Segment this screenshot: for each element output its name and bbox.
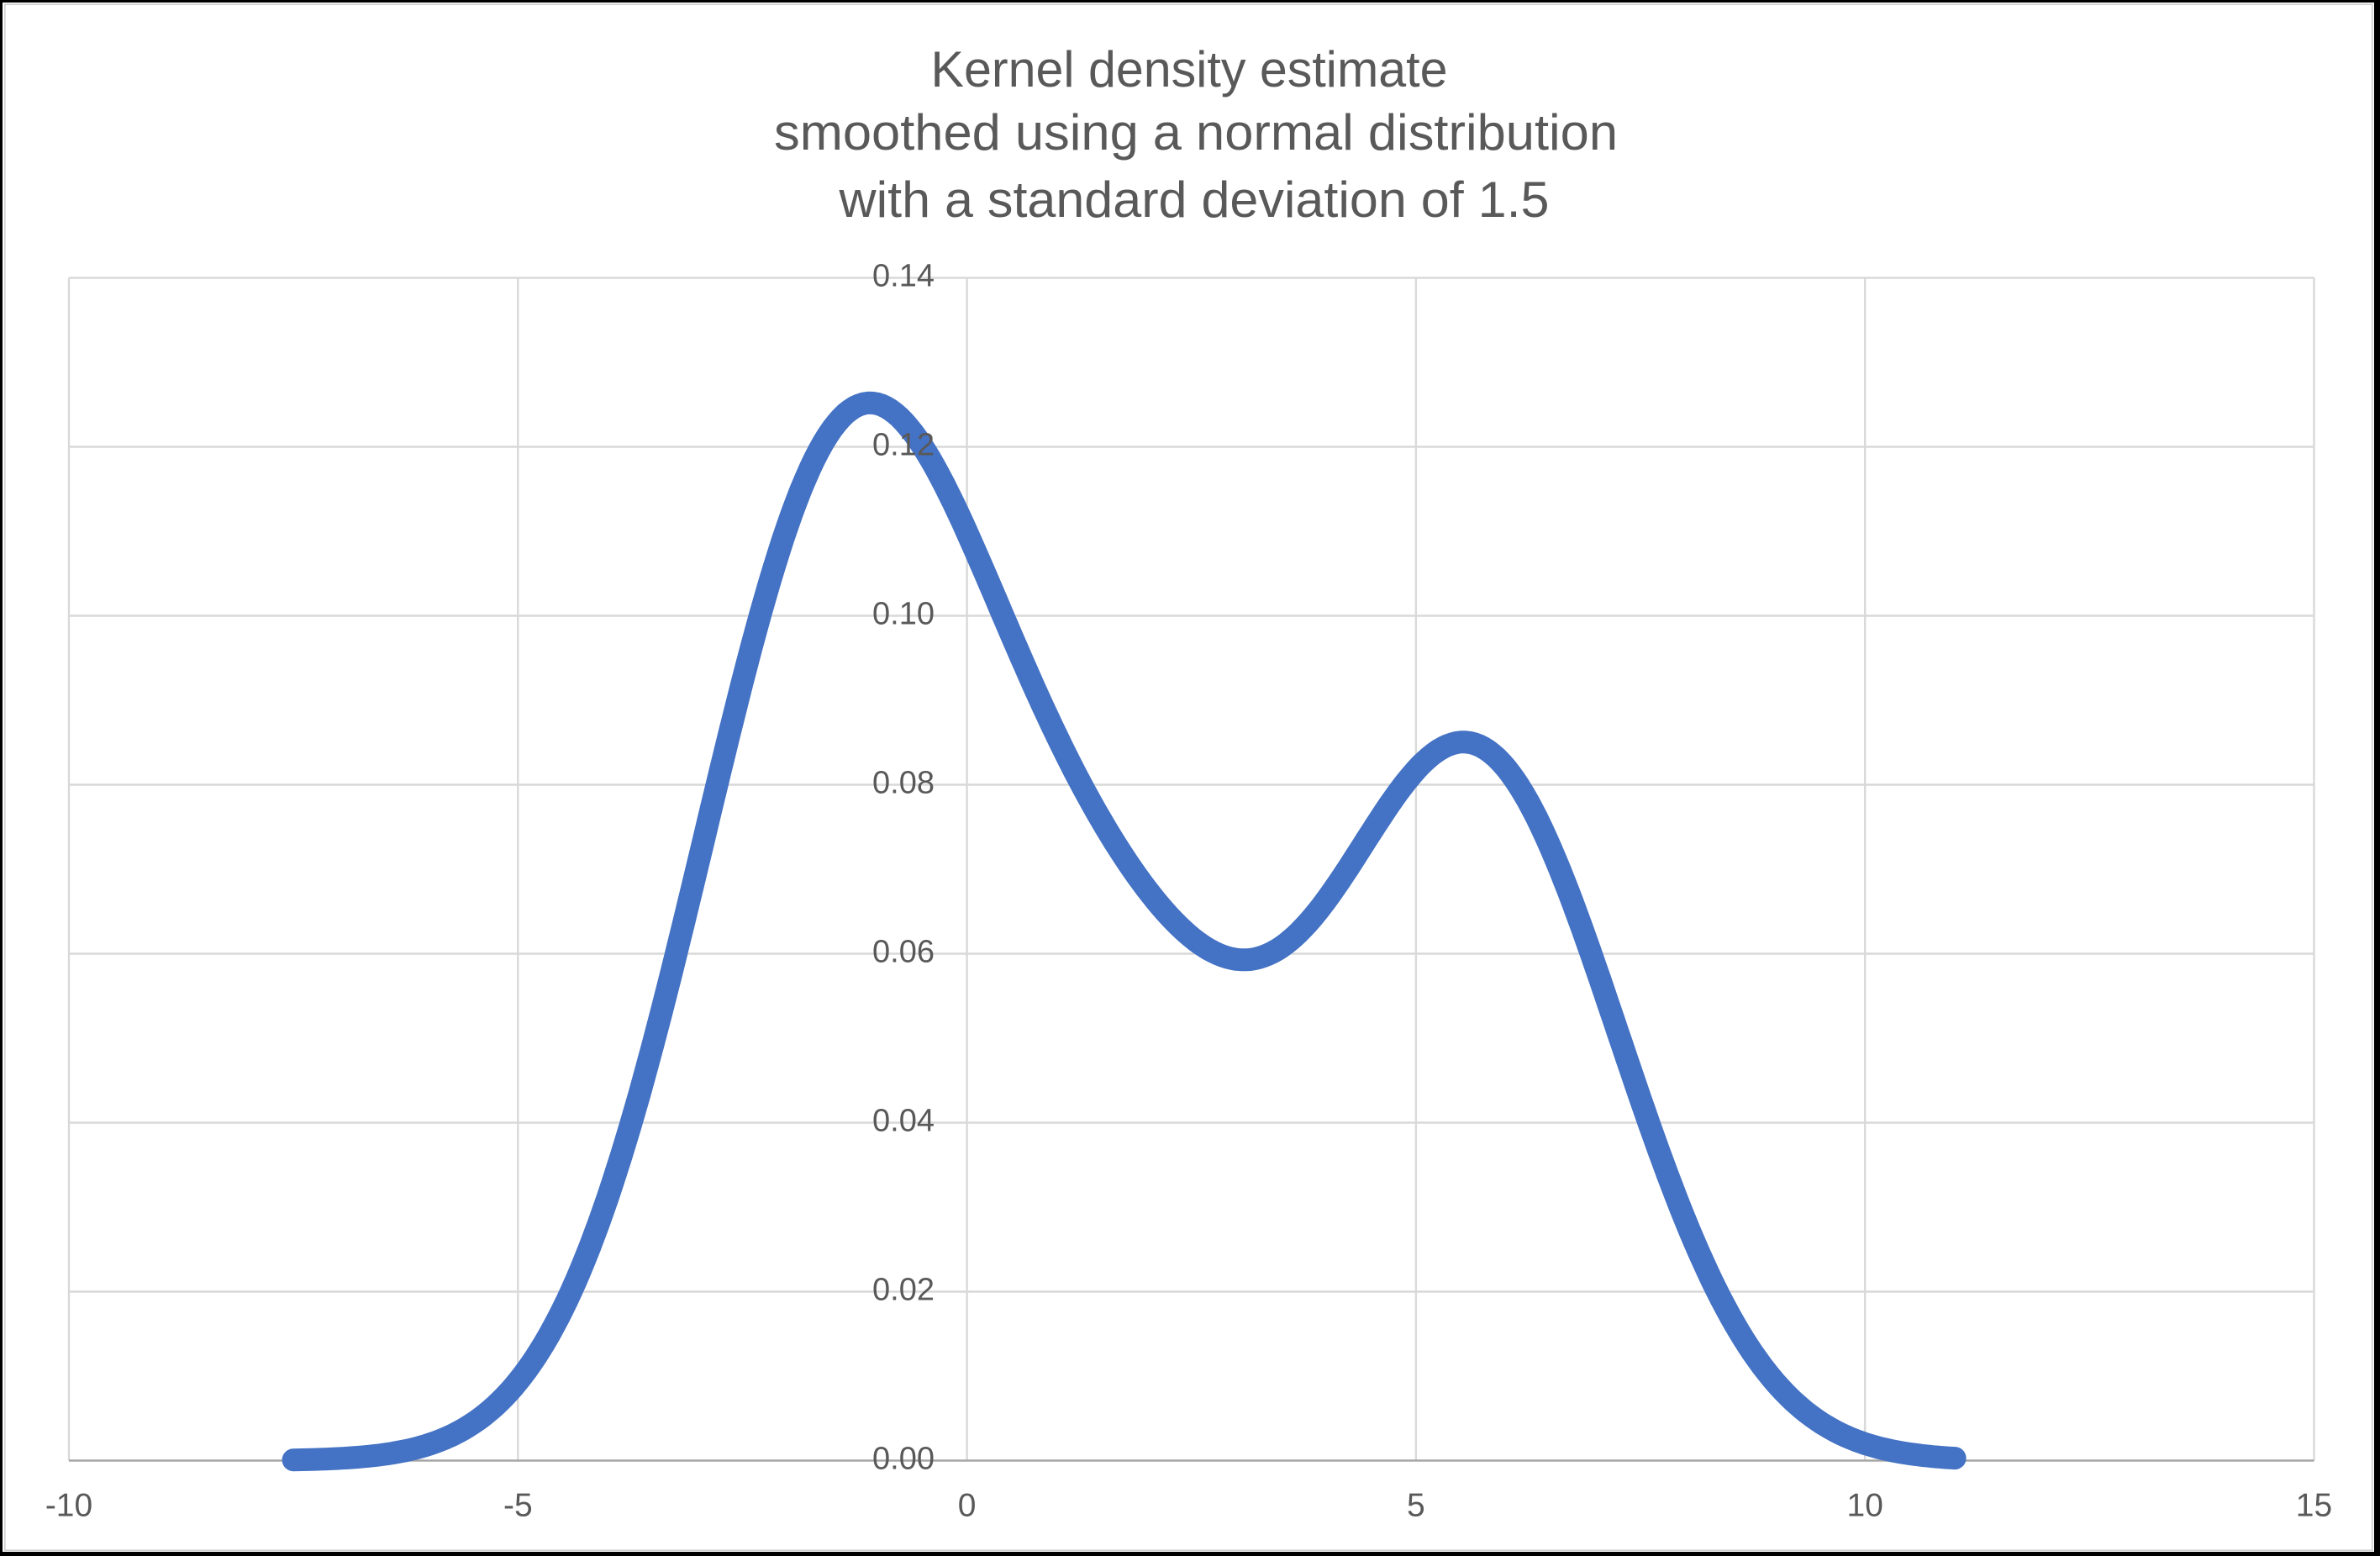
svg-text:10: 10 [1847,1488,1883,1524]
svg-text:15: 15 [2296,1488,2332,1524]
svg-text:-10: -10 [45,1488,92,1524]
svg-text:5: 5 [1407,1488,1425,1524]
svg-text:0.10: 0.10 [872,597,935,632]
svg-text:0.02: 0.02 [872,1273,935,1308]
svg-text:0.08: 0.08 [872,766,935,801]
svg-text:-5: -5 [503,1488,533,1524]
svg-text:0.12: 0.12 [872,428,935,463]
svg-text:0.14: 0.14 [872,259,935,294]
svg-text:Kernel density estimate: Kernel density estimate [931,41,1448,98]
svg-text:0.00: 0.00 [872,1442,935,1477]
svg-text:with a standard deviation of 1: with a standard deviation of 1.5 [838,171,1549,228]
svg-text:0.04: 0.04 [872,1104,935,1139]
svg-text:smoothed using a normal distri: smoothed using a normal distribution [774,104,1618,161]
svg-text:0: 0 [958,1488,977,1524]
svg-text:0.06: 0.06 [872,935,935,970]
